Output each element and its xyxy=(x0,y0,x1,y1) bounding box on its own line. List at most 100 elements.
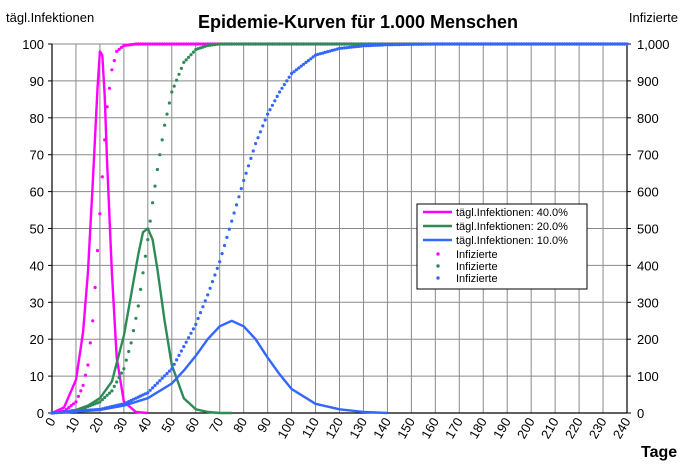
series-point-4 xyxy=(292,42,296,46)
series-point-4 xyxy=(131,329,136,333)
series-point-4 xyxy=(222,42,227,46)
series-point-4 xyxy=(294,42,298,46)
series-point-5 xyxy=(335,47,339,51)
series-point-5 xyxy=(261,124,265,128)
series-point-5 xyxy=(623,42,627,46)
series-point-5 xyxy=(599,42,603,46)
series-point-5 xyxy=(239,187,243,191)
series-point-5 xyxy=(148,388,152,392)
series-point-5 xyxy=(369,43,373,48)
series-point-3 xyxy=(146,42,150,46)
series-point-4 xyxy=(330,42,334,46)
series-point-3 xyxy=(198,42,203,46)
series-point-5 xyxy=(608,42,612,46)
left-tick-labels: 0 10 20 30 40 50 60 70 80 90 100 xyxy=(22,37,44,421)
series-point-5 xyxy=(390,43,394,47)
series-point-3 xyxy=(107,86,112,90)
right-tick-label: 200 xyxy=(637,332,659,347)
series-point-5 xyxy=(198,311,203,315)
series-point-5 xyxy=(285,79,289,83)
series-point-4 xyxy=(136,304,140,308)
right-tick-label: 400 xyxy=(637,258,659,273)
series-point-5 xyxy=(225,235,229,239)
legend-label-line-20: tägl.Infektionen: 20.0% xyxy=(456,221,568,233)
series-point-5 xyxy=(158,379,162,383)
left-tick-label: 50 xyxy=(30,222,44,237)
series-point-5 xyxy=(302,62,306,66)
series-point-3 xyxy=(134,42,138,46)
series-point-4 xyxy=(316,42,320,46)
series-point-4 xyxy=(81,406,85,410)
series-point-3 xyxy=(179,42,183,46)
series-point-5 xyxy=(378,43,382,47)
series-point-4 xyxy=(165,112,169,116)
series-point-3 xyxy=(115,49,119,54)
series-point-4 xyxy=(234,42,239,46)
series-point-5 xyxy=(560,42,564,46)
series-point-4 xyxy=(179,66,183,70)
series-point-5 xyxy=(498,42,502,46)
series-point-4 xyxy=(112,384,116,388)
right-tick-label: 600 xyxy=(637,185,659,200)
series-point-5 xyxy=(524,42,529,46)
series-point-5 xyxy=(551,42,555,46)
series-point-4 xyxy=(275,42,279,46)
series-point-5 xyxy=(565,42,569,46)
series-point-3 xyxy=(119,45,124,50)
series-point-5 xyxy=(254,142,258,146)
series-point-5 xyxy=(613,42,617,46)
series-point-4 xyxy=(256,42,260,46)
left-tick-label: 100 xyxy=(22,37,44,52)
series-point-3 xyxy=(158,42,162,46)
series-point-5 xyxy=(57,410,61,414)
series-point-5 xyxy=(527,42,531,46)
series-point-3 xyxy=(93,285,97,290)
series-point-3 xyxy=(160,42,164,46)
series-point-5 xyxy=(95,407,100,412)
series-point-3 xyxy=(124,43,128,47)
series-point-5 xyxy=(606,42,610,46)
series-point-3 xyxy=(194,42,198,46)
right-tick-label: 100 xyxy=(637,369,659,384)
series-point-5 xyxy=(155,381,159,385)
series-point-4 xyxy=(91,403,95,407)
x-tick-label: 30 xyxy=(110,415,130,435)
series-point-3 xyxy=(76,394,80,398)
series-point-5 xyxy=(266,112,270,116)
series-point-4 xyxy=(261,42,265,46)
series-point-4 xyxy=(155,167,159,172)
series-point-5 xyxy=(402,42,406,47)
series-point-3 xyxy=(136,42,140,46)
series-point-5 xyxy=(383,43,387,47)
right-tick-label: 900 xyxy=(637,74,659,89)
series-point-4 xyxy=(340,42,344,46)
series-point-5 xyxy=(584,42,588,46)
series-point-4 xyxy=(189,53,193,57)
series-point-4 xyxy=(203,44,207,48)
series-point-3 xyxy=(163,42,167,46)
series-point-5 xyxy=(232,211,236,215)
series-point-5 xyxy=(309,57,313,61)
series-point-5 xyxy=(340,46,344,50)
series-point-5 xyxy=(50,411,54,415)
legend: tägl.Infektionen: 40.0% tägl.Infektionen… xyxy=(416,203,588,290)
series-point-5 xyxy=(93,408,97,412)
series-point-5 xyxy=(517,42,521,46)
series-point-4 xyxy=(170,90,174,94)
series-point-5 xyxy=(172,362,176,366)
series-point-5 xyxy=(110,404,114,409)
series-point-4 xyxy=(323,42,327,46)
series-point-4 xyxy=(210,43,215,47)
series-point-4 xyxy=(105,393,109,397)
series-point-5 xyxy=(160,376,164,380)
series-point-5 xyxy=(256,136,260,140)
series-point-5 xyxy=(333,48,337,52)
series-point-5 xyxy=(103,406,107,410)
series-point-5 xyxy=(191,327,195,331)
series-point-4 xyxy=(100,398,104,402)
series-point-5 xyxy=(481,42,485,46)
legend-label-points-20: Infizierte xyxy=(456,261,498,273)
series-point-5 xyxy=(364,44,368,48)
series-point-4 xyxy=(357,42,361,46)
series-point-4 xyxy=(311,42,315,46)
